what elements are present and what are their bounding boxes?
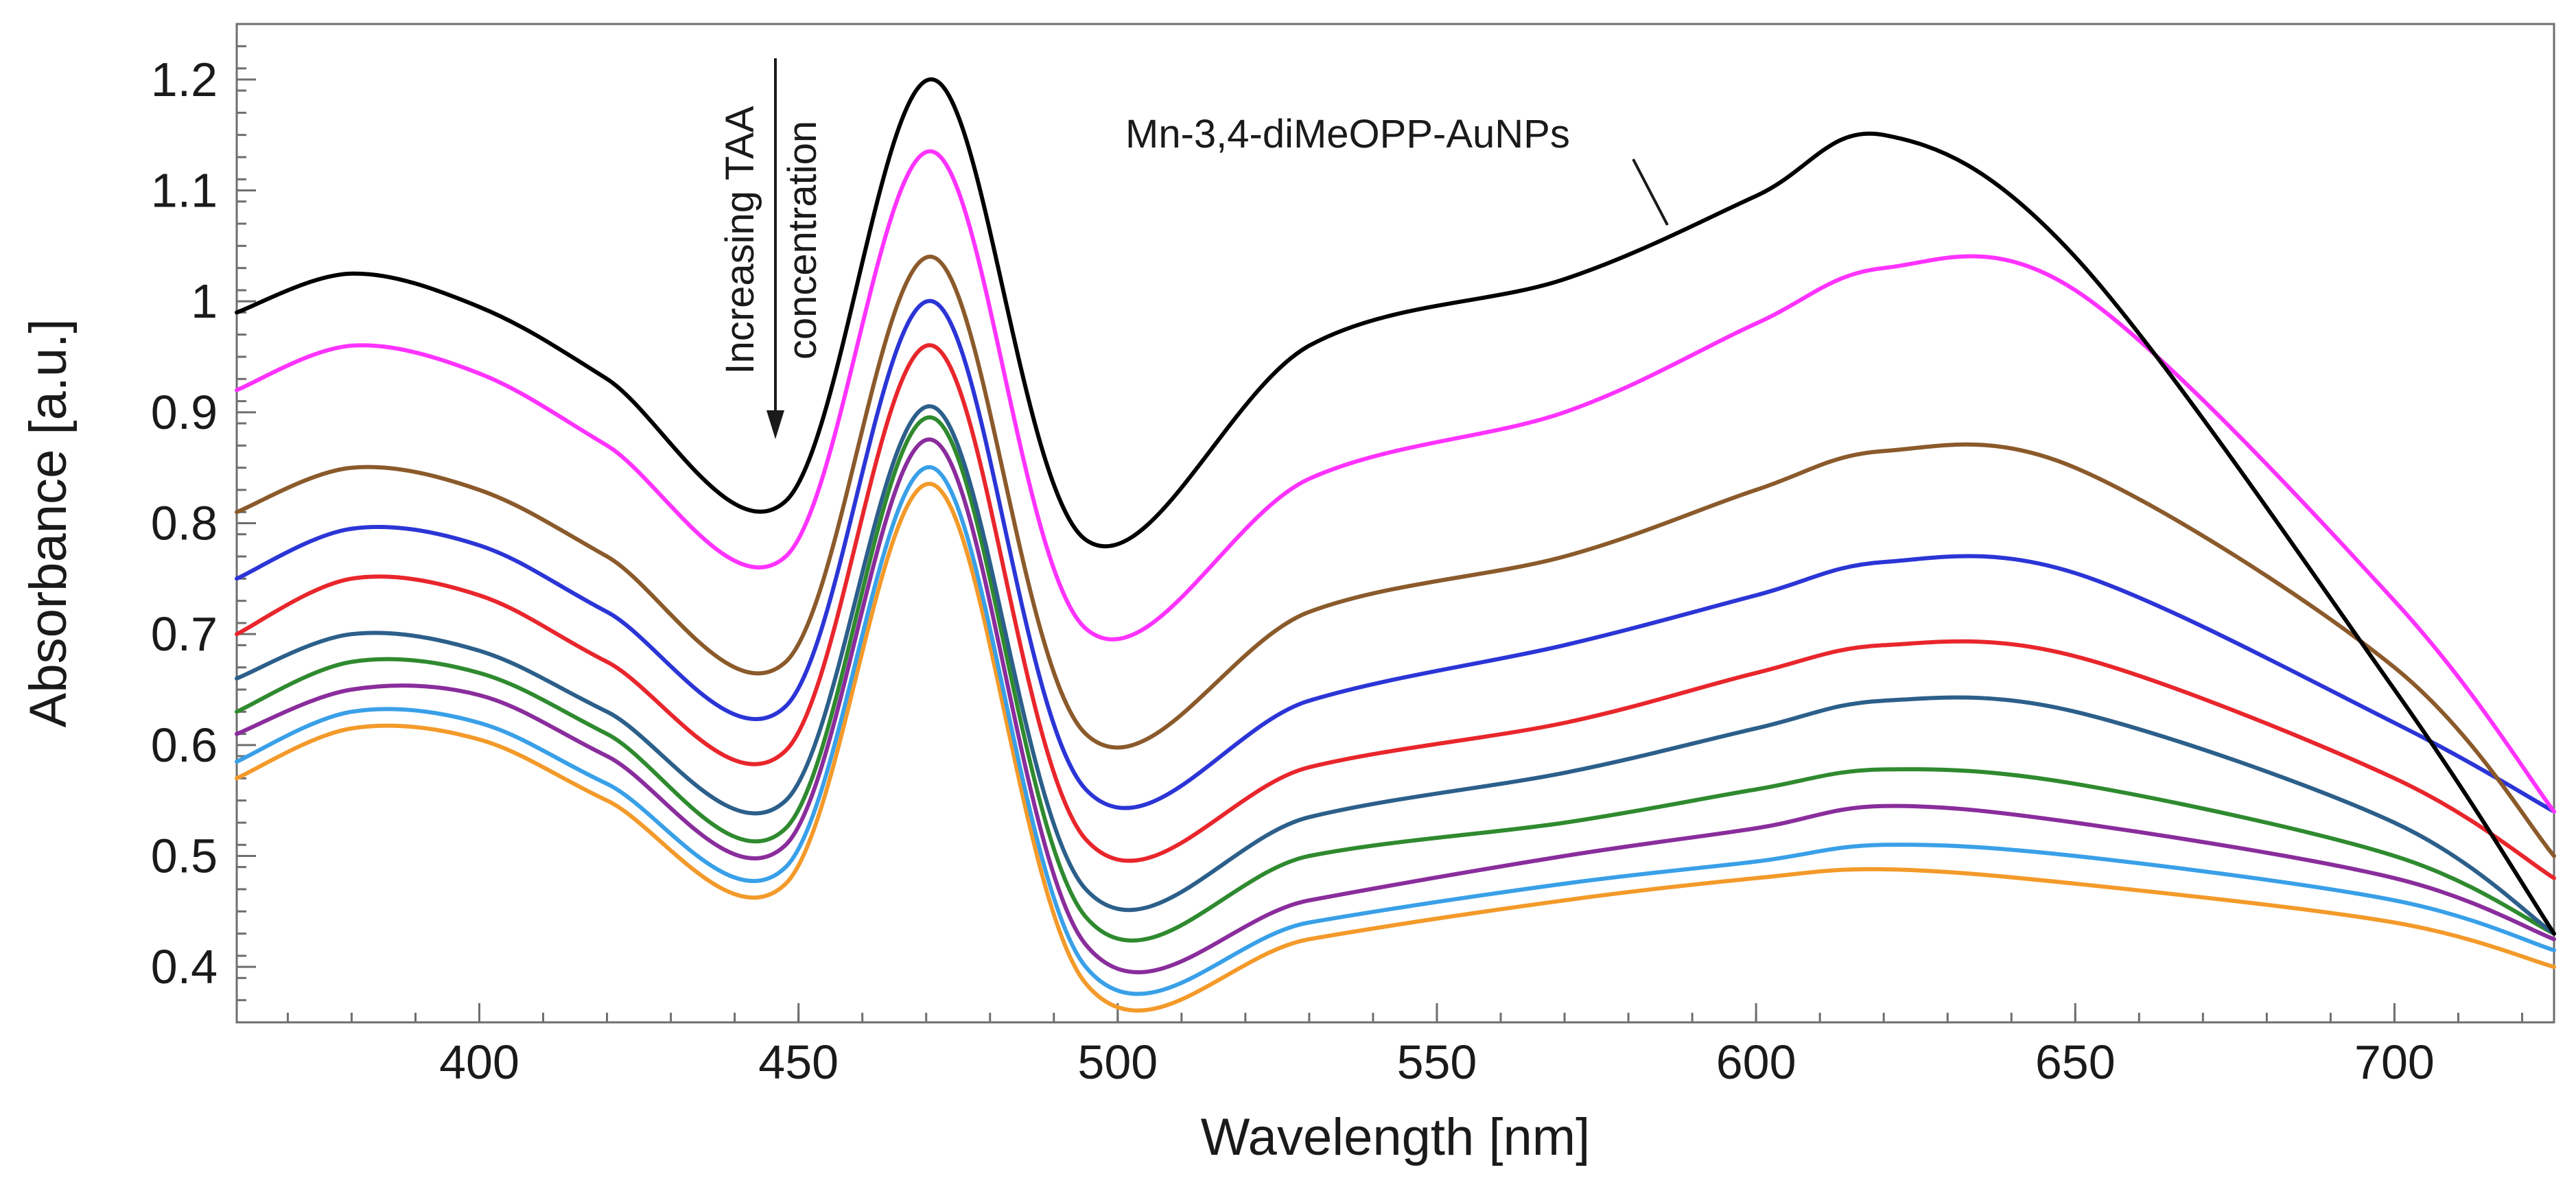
series-line-mn-3-4-dimeopp-aunps xyxy=(235,77,2556,936)
axis-ticks: 400 450 500 550 600 650 700 0.4 0.5 0.6 0.7 0.8 0.9 1… xyxy=(151,23,2523,1089)
y-tick-label: 1.1 xyxy=(151,164,218,218)
trend-annotation-line2: concentration xyxy=(780,121,825,360)
x-tick-label: 600 xyxy=(1716,1035,1796,1089)
series-line-trace-6 xyxy=(235,404,2556,936)
y-tick-label: 0.7 xyxy=(151,607,218,661)
y-tick-label: 0.4 xyxy=(151,940,218,994)
x-tick-label: 700 xyxy=(2354,1035,2435,1089)
series-line-trace-8 xyxy=(235,437,2556,974)
x-tick-label: 500 xyxy=(1077,1035,1158,1089)
y-tick-label: 1 xyxy=(191,274,218,328)
y-axis-title: Absorbance [a.u.] xyxy=(19,319,78,728)
x-tick-label: 550 xyxy=(1397,1035,1477,1089)
trend-annotation-line1: Increasing TAA xyxy=(718,106,762,374)
y-tick-label: 0.6 xyxy=(151,718,218,772)
series-annotation-leader xyxy=(1632,158,1669,226)
series-line-trace-3 xyxy=(235,255,2556,858)
x-axis-title: Wavelength [nm] xyxy=(1201,1108,1590,1166)
annotations: Increasing TAA concentration Mn-3,4-diMe… xyxy=(718,58,1669,439)
x-tick-label: 450 xyxy=(758,1035,839,1089)
series-line-trace-10 xyxy=(235,482,2556,1013)
series-line-trace-5 xyxy=(235,343,2556,880)
y-tick-label: 0.8 xyxy=(151,497,218,550)
series-line-trace-2 xyxy=(235,149,2556,814)
series-annotation-label: Mn-3,4-diMeOPP-AuNPs xyxy=(1125,112,1570,156)
series-line-trace-7 xyxy=(235,415,2556,943)
trend-arrow-head-icon xyxy=(766,410,784,439)
y-tick-label: 0.9 xyxy=(151,386,218,439)
series-line-trace-4 xyxy=(235,299,2556,814)
y-tick-label: 1.2 xyxy=(151,53,218,106)
x-tick-label: 400 xyxy=(439,1035,519,1089)
y-tick-label: 0.5 xyxy=(151,830,218,883)
series-line-trace-9 xyxy=(235,465,2556,996)
x-tick-label: 650 xyxy=(2035,1035,2116,1089)
series-lines xyxy=(235,77,2556,1013)
